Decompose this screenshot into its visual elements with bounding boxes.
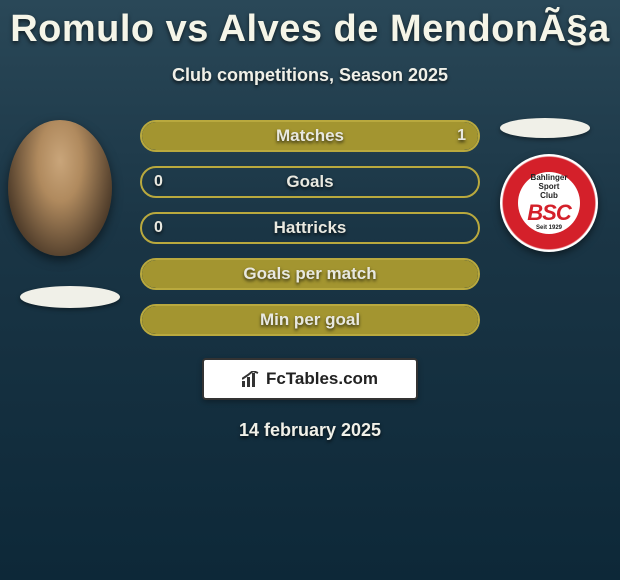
stat-bar: 0 Goals	[140, 166, 480, 198]
stat-value-left: 0	[154, 219, 163, 237]
badge-since: Seit 1929	[536, 225, 562, 232]
stat-label: Min per goal	[260, 310, 360, 330]
stat-bar: 0 Hattricks	[140, 212, 480, 244]
source-logo: FcTables.com	[202, 358, 418, 400]
stat-value-right: 1	[457, 127, 466, 145]
badge-abbrev: BSC	[527, 201, 570, 225]
club-badge-right: Bahlinger Sport Club BSC Seit 1929	[500, 154, 598, 252]
stat-bars: Matches 1 0 Goals 0 Hattricks Goals per match M…	[140, 120, 480, 336]
date: 14 february 2025	[0, 420, 620, 441]
chart-icon	[242, 371, 262, 387]
page-title: Romulo vs Alves de MendonÃ§a	[0, 0, 620, 51]
stat-value-left: 0	[154, 173, 163, 191]
source-logo-text: FcTables.com	[266, 369, 378, 389]
stat-bar: Min per goal	[140, 304, 480, 336]
stat-bar: Matches 1	[140, 120, 480, 152]
comparison-panel: Bahlinger Sport Club BSC Seit 1929 Match…	[0, 120, 620, 441]
stat-label: Matches	[276, 126, 344, 146]
stat-label: Goals per match	[243, 264, 376, 284]
stat-label: Hattricks	[274, 218, 347, 238]
club-badge-inner: Bahlinger Sport Club BSC Seit 1929	[518, 172, 580, 234]
flag-left	[20, 286, 120, 308]
player-photo-left	[8, 120, 112, 256]
subtitle: Club competitions, Season 2025	[0, 65, 620, 86]
flag-right	[500, 118, 590, 138]
stat-label: Goals	[286, 172, 333, 192]
stat-bar: Goals per match	[140, 258, 480, 290]
